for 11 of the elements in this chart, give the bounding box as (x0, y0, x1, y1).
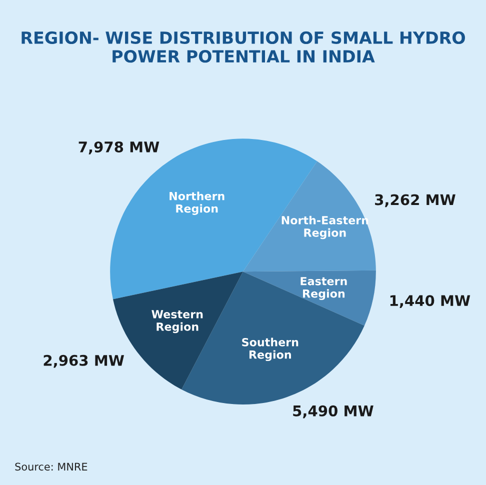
slice-label: Southern Region (242, 338, 298, 362)
slice-label: Western Region (152, 310, 203, 334)
data-label: 5,490 MW (293, 405, 374, 418)
data-label: 3,262 MW (375, 194, 456, 208)
slice-label: Northern Region (170, 192, 224, 215)
chart-title: REGION- WISE DISTRIBUTION OF SMALL HYDRO POWER POTENTIAL IN INDIA (22, 31, 465, 63)
slice-label: Eastern Region (300, 277, 347, 300)
data-label: 1,440 MW (390, 295, 470, 308)
source-note: Source: MNRE (15, 462, 88, 471)
data-label: 2,963 MW (44, 354, 124, 368)
data-label: 7,978 MW (78, 141, 160, 154)
